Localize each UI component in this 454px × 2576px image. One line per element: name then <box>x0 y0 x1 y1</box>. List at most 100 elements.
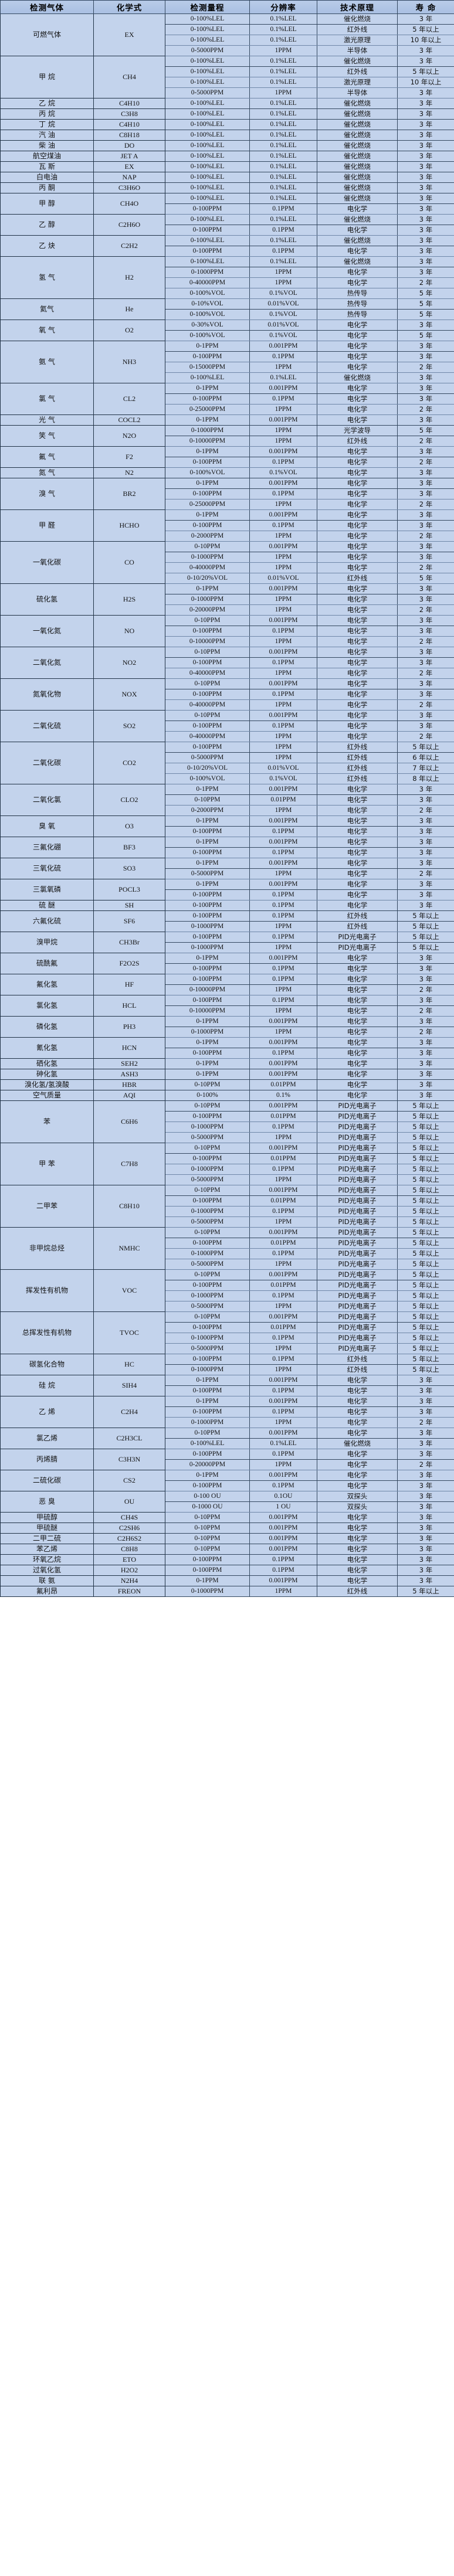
cell-resolution: 1PPM <box>249 604 317 616</box>
cell-resolution: 1PPM <box>249 1216 317 1228</box>
cell-technology: 电化学 <box>317 562 398 573</box>
table-row: 氢 气 H2 0-100%LEL 0.1%LEL 催化燃烧 3 年 <box>0 256 454 299</box>
table-row: 0-100PPM 0.01PPM PID光电离子 5 年以上 <box>1 1322 454 1333</box>
cell-technology: PID光电离子 <box>317 1311 398 1323</box>
cell-detection-range: 0-10/20%VOL <box>165 573 250 584</box>
cell-detection-range: 0-100PPM <box>165 457 250 468</box>
cell-technology: 电化学 <box>317 868 398 879</box>
cell-lifetime: 3 年 <box>397 161 454 172</box>
cell-detection-range: 0-100PPM <box>165 995 250 1006</box>
cell-detection-range: 0-1PPM <box>165 858 250 869</box>
cell-resolution: 0.001PPM <box>249 815 317 827</box>
cell-gas-name: 氦气 <box>0 298 94 320</box>
cell-chemical-formula: O3 <box>93 815 165 837</box>
cell-technology: 红外线 <box>317 763 398 774</box>
cell-resolution: 0.001PPM <box>249 1428 317 1439</box>
cell-chemical-formula: CH4 <box>93 56 165 98</box>
cell-lifetime: 3 年 <box>397 1058 454 1069</box>
table-row: 氟利昂 FREON 0-1000PPM 1PPM 红外线 5 年以上 <box>0 1586 454 1597</box>
cell-chemical-formula: N2 <box>93 467 165 478</box>
cell-technology: 电化学 <box>317 499 398 510</box>
cell-lifetime: 5 年以上 <box>397 942 454 953</box>
cell-detection-range: 0-10PPM <box>165 1512 250 1523</box>
cell-technology: PID光电离子 <box>317 1269 398 1280</box>
cell-lifetime: 3 年 <box>397 225 454 236</box>
cell-detection-range: 0-40000PPM <box>165 277 250 288</box>
cell-chemical-formula: NO <box>93 615 165 647</box>
cell-technology: 红外线 <box>317 24 398 35</box>
cell-technology: 红外线 <box>317 1354 398 1365</box>
cell-technology: 双探头 <box>317 1501 398 1513</box>
cell-technology: PID光电离子 <box>317 1164 398 1175</box>
cell-resolution: 1PPM <box>249 636 317 647</box>
cell-lifetime: 3 年 <box>397 246 454 257</box>
table-row: 甲硫醚 C2SH6 0-10PPM 0.001PPM 电化学 3 年 <box>0 1523 454 1534</box>
cell-resolution: 0.001PPM <box>249 879 317 890</box>
cell-gas-name: 氯化氢 <box>0 995 94 1017</box>
cell-detection-range: 0-100PPM <box>165 742 250 753</box>
cell-detection-range: 0-5000PPM <box>165 1301 250 1312</box>
cell-resolution: 0.1PPM <box>249 1122 317 1133</box>
cell-resolution: 0.1PPM <box>249 826 317 837</box>
cell-gas-name: 航空煤油 <box>0 151 94 162</box>
table-row: 甲 烷 CH4 0-100%LEL 0.1%LEL 催化燃烧 3 年 <box>0 56 454 98</box>
cell-resolution: 0.001PPM <box>249 1227 317 1238</box>
cell-resolution: 0.1PPM <box>249 225 317 236</box>
cell-lifetime: 2 年 <box>397 1005 454 1017</box>
cell-chemical-formula: SEH2 <box>93 1058 165 1069</box>
cell-lifetime: 3 年 <box>397 108 454 120</box>
cell-resolution: 0.1PPM <box>249 995 317 1006</box>
cell-detection-range: 0-1000PPM <box>165 1586 250 1597</box>
cell-detection-range: 0-40000PPM <box>165 731 250 742</box>
table-row: 0-20000PPM 1PPM 电化学 2 年 <box>1 1459 454 1470</box>
table-row: 0-1000PPM 1PPM 电化学 3 年 <box>1 552 454 563</box>
cell-gas-name: 光 气 <box>0 414 94 426</box>
cell-detection-range: 0-1000PPM <box>165 552 250 563</box>
cell-resolution: 0.1PPM <box>249 963 317 974</box>
cell-chemical-formula: SO2 <box>93 710 165 742</box>
cell-detection-range: 0-10PPM <box>165 1523 250 1534</box>
cell-resolution: 0.1%LEL <box>249 193 317 204</box>
table-row: 0-40000PPM 1PPM 电化学 2 年 <box>1 562 454 573</box>
table-row: 一氧化氮 NO 0-10PPM 0.001PPM 电化学 3 年 <box>0 615 454 647</box>
cell-chemical-formula: VOC <box>93 1269 165 1312</box>
table-row: 臭 氧 O3 0-1PPM 0.001PPM 电化学 3 年 <box>0 815 454 837</box>
table-row: 二氧化硫 SO2 0-10PPM 0.001PPM 电化学 3 年 <box>0 710 454 742</box>
cell-technology: 红外线 <box>317 1364 398 1375</box>
cell-lifetime: 3 年 <box>397 351 454 362</box>
cell-resolution: 1PPM <box>249 45 317 56</box>
cell-lifetime: 5 年以上 <box>397 1185 454 1196</box>
cell-resolution: 0.1PPM <box>249 1333 317 1344</box>
table-row: 航空煤油 JET A 0-100%LEL 0.1%LEL 催化燃烧 3 年 <box>0 151 454 162</box>
cell-detection-range: 0-100%LEL <box>165 13 250 25</box>
cell-lifetime: 3 年 <box>397 1480 454 1491</box>
cell-technology: 电化学 <box>317 1016 398 1027</box>
cell-technology: 电化学 <box>317 404 398 415</box>
cell-lifetime: 5 年以上 <box>397 1354 454 1365</box>
cell-technology: 电化学 <box>317 1565 398 1576</box>
cell-lifetime: 5 年 <box>397 425 454 436</box>
cell-chemical-formula: DO <box>93 140 165 151</box>
cell-resolution: 1PPM <box>249 362 317 373</box>
cell-lifetime: 3 年 <box>397 320 454 331</box>
table-row: 乙 炔 C2H2 0-100%LEL 0.1%LEL 催化燃烧 3 年 <box>0 235 454 257</box>
cell-resolution: 0.001PPM <box>249 615 317 626</box>
cell-detection-range: 0-10PPM <box>165 1100 250 1112</box>
cell-lifetime: 3 年 <box>397 478 454 489</box>
cell-resolution: 0.1PPM <box>249 1248 317 1259</box>
cell-detection-range: 0-10PPM <box>165 615 250 626</box>
cell-technology: 电化学 <box>317 794 398 806</box>
cell-gas-name: 可燃气体 <box>0 13 94 56</box>
table-row: 0-10PPM 0.01PPM 电化学 3 年 <box>1 794 454 806</box>
cell-detection-range: 0-100PPM <box>165 932 250 943</box>
table-row: 溴化氢/氢溴酸 HBR 0-10PPM 0.01PPM 电化学 3 年 <box>0 1079 454 1090</box>
table-row: 0-100PPM 0.1PPM 电化学 3 年 <box>1 1385 454 1396</box>
cell-lifetime: 5 年以上 <box>397 1164 454 1175</box>
cell-lifetime: 3 年 <box>397 341 454 352</box>
cell-detection-range: 0-100%LEL <box>165 77 250 88</box>
cell-chemical-formula: CH4S <box>93 1512 165 1523</box>
cell-gas-name: 联 氨 <box>0 1575 94 1586</box>
table-row: 二硫化碳 CS2 0-1PPM 0.001PPM 电化学 3 年 <box>0 1470 454 1491</box>
column-header-gas: 检测气体 <box>0 0 94 14</box>
cell-detection-range: 0-10PPM <box>165 794 250 806</box>
